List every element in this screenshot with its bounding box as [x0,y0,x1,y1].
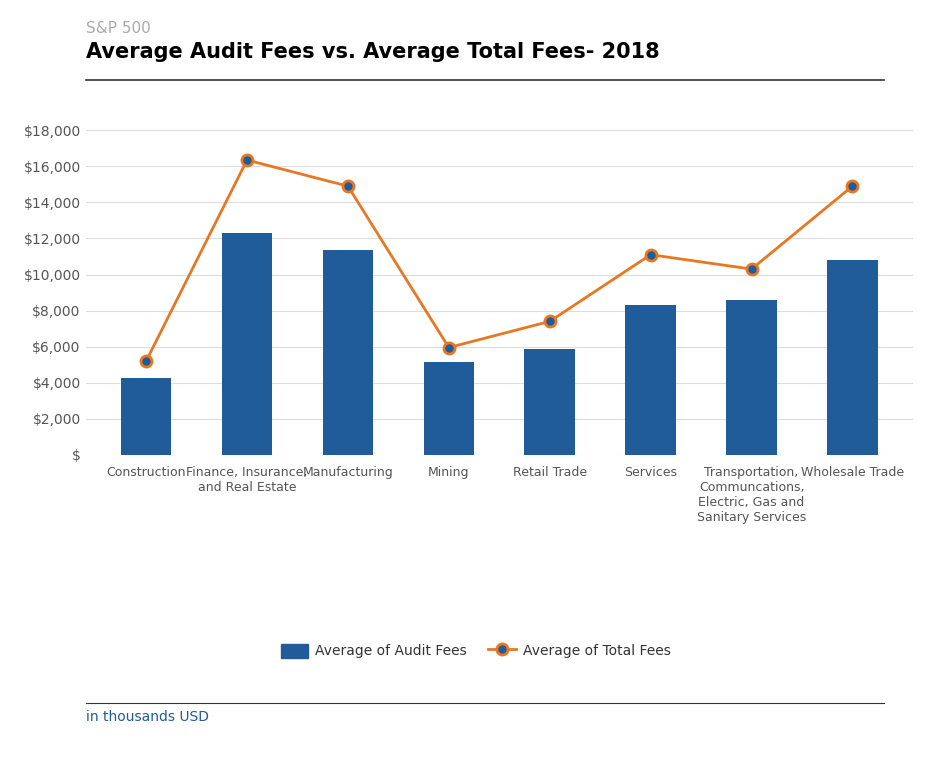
Text: in thousands USD: in thousands USD [86,710,208,724]
Bar [222,233,272,455]
Bar [525,349,575,455]
Text: S&P 500: S&P 500 [86,21,150,36]
Text: Average Audit Fees vs. Average Total Fees- 2018: Average Audit Fees vs. Average Total Fee… [86,42,659,61]
Legend: Average of Audit Fees, Average of Total Fees: Average of Audit Fees, Average of Total … [275,638,676,664]
Bar [322,250,373,455]
Bar [827,260,878,455]
Bar [626,305,676,455]
Bar [121,378,171,455]
Bar [423,362,474,455]
Bar [727,299,777,455]
